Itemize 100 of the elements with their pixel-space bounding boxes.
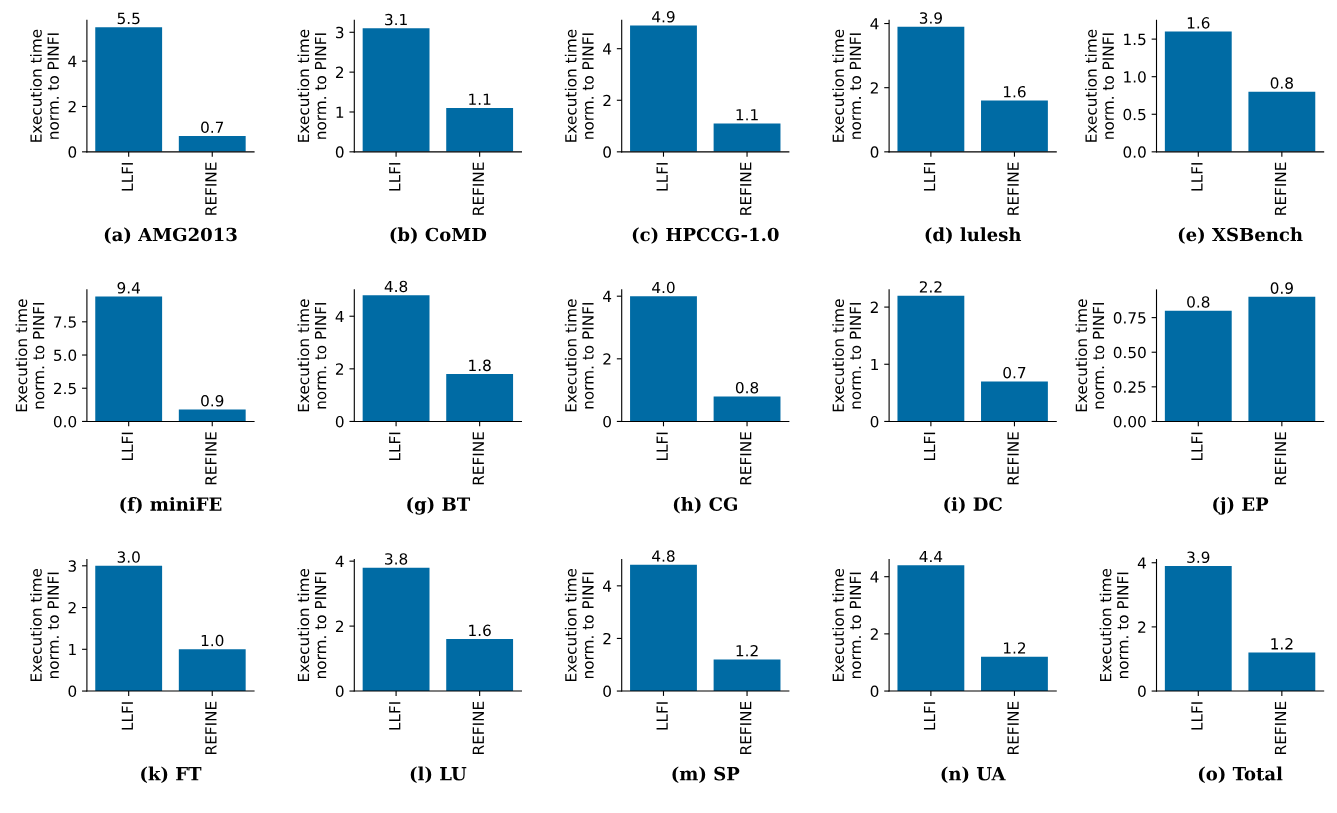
y-tick-label: 0 — [603, 415, 611, 428]
y-tick-label: 7.5 — [54, 316, 76, 328]
x-axis-title: (b) CoMD — [390, 227, 487, 244]
y-axis-title: Execution time norm. to PINFI — [1075, 299, 1105, 412]
y-tick-label: 0 — [68, 685, 77, 698]
x-axis-title: (i) DC — [944, 496, 1002, 514]
x-tick-label: LLFI — [656, 163, 668, 191]
y-tick-label: 2 — [68, 100, 76, 113]
x-axis-title: (n) UA — [941, 766, 1006, 784]
y-axis-title: Execution time norm. to PINFI — [832, 568, 862, 681]
y-axis-title: Execution time norm. to PINFI — [297, 29, 327, 142]
data-label: 4.0 — [652, 281, 675, 294]
y-tick-label: 2 — [1138, 621, 1146, 633]
data-label: 1.2 — [1271, 638, 1293, 650]
x-axis-title: (a) AMG2013 — [104, 227, 237, 244]
x-tick-label: REFINE — [205, 162, 217, 215]
y-tick-label: 2 — [335, 363, 344, 375]
x-axis-title: (j) EP — [1213, 496, 1269, 515]
x-axis-title: (g) BT — [407, 496, 471, 515]
x-tick-label: LLFI — [656, 702, 668, 730]
x-tick-label: REFINE — [205, 432, 217, 485]
x-axis-title: (o) Total — [1198, 766, 1283, 784]
y-tick-label: 0.0 — [1123, 146, 1146, 158]
y-tick-label: 1.5 — [1124, 33, 1146, 46]
x-tick-label: REFINE — [472, 162, 484, 215]
x-tick-label: LLFI — [656, 432, 668, 460]
x-tick-label: REFINE — [1274, 432, 1287, 485]
data-label: 1.6 — [469, 624, 491, 637]
x-tick-label: LLFI — [121, 432, 133, 460]
x-tick-label: REFINE — [1007, 162, 1019, 215]
data-label: 3.9 — [919, 12, 942, 24]
y-tick-label: 0.5 — [1123, 108, 1146, 121]
y-tick-label: 2 — [335, 66, 344, 78]
data-label: 0.8 — [1270, 77, 1293, 89]
y-tick-label: 0 — [870, 415, 879, 428]
data-label: 4.9 — [652, 10, 675, 23]
data-label: 1.6 — [1003, 86, 1026, 98]
data-label: 1.6 — [1187, 17, 1210, 29]
y-axis-title: Execution time norm. to PINFI — [564, 568, 594, 681]
y-tick-label: 4 — [1137, 557, 1146, 569]
y-tick-label: 5.0 — [54, 349, 77, 362]
x-tick-label: LLFI — [389, 432, 401, 460]
y-tick-label: 0.25 — [1113, 381, 1146, 393]
y-tick-label: 0 — [1138, 685, 1146, 698]
data-label: 3.8 — [385, 553, 408, 565]
data-label: 3.9 — [1187, 551, 1210, 563]
x-tick-label: REFINE — [740, 162, 752, 215]
data-label: 1.1 — [736, 109, 758, 121]
x-axis-title: (e) XSBench — [1178, 227, 1303, 244]
x-axis-title: (c) HPCCG-1.0 — [632, 227, 779, 244]
y-tick-label: 0 — [335, 415, 344, 428]
y-tick-label: 0.75 — [1113, 312, 1146, 324]
data-label: 4.8 — [384, 280, 408, 293]
y-tick-label: 0 — [68, 146, 77, 158]
y-tick-label: 4 — [603, 43, 612, 55]
y-tick-label: 3 — [336, 26, 344, 39]
y-tick-label: 2.5 — [54, 382, 76, 395]
x-axis-title: (k) FT — [141, 766, 202, 784]
y-tick-label: 0.00 — [1113, 415, 1146, 428]
data-label: 0.9 — [1270, 282, 1293, 294]
x-tick-label: REFINE — [1274, 162, 1287, 215]
y-tick-label: 4 — [68, 55, 77, 67]
y-tick-label: 4 — [335, 310, 344, 323]
x-axis-title: (l) LU — [410, 766, 467, 784]
y-axis-title: Execution time norm. to PINFI — [30, 29, 59, 142]
x-tick-label: LLFI — [121, 702, 133, 730]
y-tick-label: 4 — [603, 580, 612, 592]
y-axis-title: Execution time norm. to PINFI — [297, 299, 327, 412]
y-tick-label: 2 — [603, 353, 611, 365]
data-label: 5.5 — [117, 12, 140, 25]
x-tick-label: LLFI — [923, 163, 936, 191]
y-axis-title: Execution time norm. to PINFI — [297, 568, 327, 681]
x-tick-label: LLFI — [1191, 432, 1203, 460]
x-tick-label: LLFI — [923, 702, 936, 730]
data-label: 0.8 — [1187, 296, 1210, 308]
x-tick-label: LLFI — [121, 163, 133, 191]
y-tick-label: 0 — [335, 685, 344, 698]
x-tick-label: LLFI — [1191, 702, 1203, 730]
x-tick-label: REFINE — [740, 701, 752, 754]
y-axis-title: Execution time norm. to PINFI — [30, 568, 59, 681]
y-tick-label: 4 — [870, 18, 879, 30]
data-label: 1.2 — [736, 644, 758, 657]
x-axis-title: (h) CG — [673, 496, 737, 514]
x-axis-title: (f) miniFE — [120, 496, 222, 514]
y-tick-label: 4 — [603, 290, 612, 302]
x-tick-label: LLFI — [1191, 163, 1203, 191]
data-label: 0.7 — [1003, 366, 1026, 379]
y-tick-label: 0 — [603, 146, 611, 158]
data-label: 1.1 — [469, 93, 491, 105]
data-label: 4.8 — [652, 550, 675, 562]
data-label: 2.2 — [919, 281, 942, 293]
data-label: 1.0 — [201, 634, 224, 647]
y-tick-label: 2 — [870, 301, 878, 313]
data-label: 0.9 — [201, 394, 224, 407]
x-tick-label: LLFI — [389, 702, 401, 730]
y-tick-label: 1.0 — [1124, 71, 1146, 83]
data-label: 1.8 — [469, 359, 491, 372]
x-tick-label: REFINE — [472, 701, 484, 754]
data-label: 3.1 — [385, 13, 407, 26]
y-axis-title: Execution time norm. to PINFI — [1099, 568, 1129, 681]
